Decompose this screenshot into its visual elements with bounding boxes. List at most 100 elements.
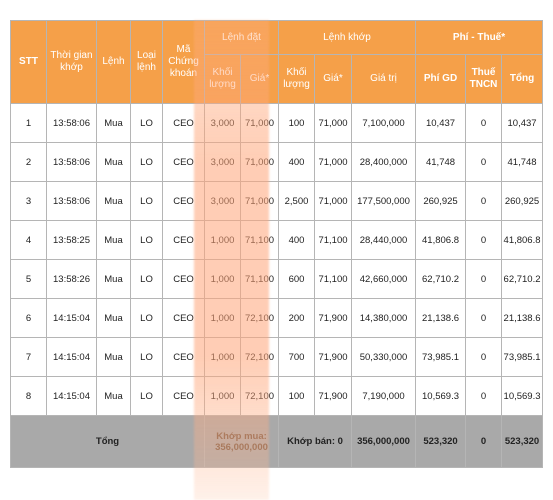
col-header-tax: Thuế TNCN: [465, 54, 503, 104]
cell-matched-price: 71,900: [314, 298, 352, 338]
cell-placed-price: 72,100: [240, 298, 279, 338]
table-row: 4 13:58:25 Mua LO CEO 1,000 71,100 400 71,100 28,…: [10, 220, 544, 260]
cell-total: 41,806.8: [501, 220, 544, 260]
table-row: 3 13:58:06 Mua LO CEO 3,000 71,000 2,500 71,000 1…: [10, 181, 544, 221]
cell-tax: 0: [465, 298, 503, 338]
cell-total: 73,985.1: [501, 337, 544, 377]
cell-tax: 0: [465, 142, 503, 182]
cell-side: Mua: [96, 181, 131, 221]
cell-time: 14:15:04: [46, 337, 97, 377]
cell-stt: 1: [10, 103, 47, 143]
cell-matched-value: 50,330,000: [350, 337, 417, 377]
cell-tax: 0: [465, 220, 503, 260]
cell-placed-qty: 1,000: [204, 220, 241, 260]
cell-order-type: LO: [130, 337, 163, 377]
col-header-order: Lệnh: [96, 20, 131, 104]
cell-side: Mua: [96, 337, 131, 377]
table-row: 8 14:15:04 Mua LO CEO 1,000 72,100 100 71,900 7,1…: [10, 376, 544, 416]
cell-matched-value: 28,400,000: [350, 142, 417, 182]
cell-order-type: LO: [130, 142, 163, 182]
group-header-fee: Phí - Thuế*: [415, 20, 544, 55]
cell-matched-qty: 400: [278, 220, 315, 260]
cell-time: 13:58:06: [46, 181, 97, 221]
cell-matched-price: 71,100: [314, 259, 352, 299]
cell-placed-qty: 1,000: [204, 376, 241, 416]
cell-code: CEO: [162, 103, 205, 143]
col-header-matched-qty: Khối lượng: [278, 54, 315, 104]
cell-placed-price: 71,100: [240, 259, 279, 299]
cell-placed-price: 71,100: [240, 220, 279, 260]
cell-matched-price: 71,000: [314, 103, 352, 143]
cell-matched-qty: 200: [278, 298, 315, 338]
col-header-time: Thời gian khớp: [46, 20, 97, 104]
cell-stt: 3: [10, 181, 47, 221]
cell-placed-qty: 1,000: [204, 259, 241, 299]
cell-fee-gd: 73,985.1: [415, 337, 467, 377]
cell-stt: 7: [10, 337, 47, 377]
cell-stt: 8: [10, 376, 47, 416]
cell-matched-value: 28,440,000: [350, 220, 417, 260]
cell-tax: 0: [465, 181, 503, 221]
cell-matched-qty: 700: [278, 337, 315, 377]
table-row: 5 13:58:26 Mua LO CEO 1,000 71,100 600 71,100 42,…: [10, 259, 544, 299]
order-table-container: STT Thời gian khớp Lệnh Loại lệnh Mã Chứ…: [10, 20, 544, 500]
col-header-code: Mã Chứng khoán: [162, 20, 205, 104]
cell-side: Mua: [96, 142, 131, 182]
cell-code: CEO: [162, 181, 205, 221]
cell-total: 21,138.6: [501, 298, 544, 338]
cell-order-type: LO: [130, 376, 163, 416]
cell-time: 13:58:25: [46, 220, 97, 260]
cell-time: 13:58:06: [46, 103, 97, 143]
cell-side: Mua: [96, 298, 131, 338]
cell-matched-qty: 100: [278, 376, 315, 416]
cell-order-type: LO: [130, 220, 163, 260]
cell-matched-value: 7,100,000: [350, 103, 417, 143]
cell-code: CEO: [162, 259, 205, 299]
cell-time: 13:58:26: [46, 259, 97, 299]
cell-time: 13:58:06: [46, 142, 97, 182]
table-row: 1 13:58:06 Mua LO CEO 3,000 71,000 100 71,000 7,1…: [10, 103, 544, 143]
cell-code: CEO: [162, 142, 205, 182]
cell-fee-gd: 41,806.8: [415, 220, 467, 260]
cell-matched-price: 71,000: [314, 181, 352, 221]
col-header-placed-qty: Khối lượng: [204, 54, 241, 104]
cell-matched-price: 71,900: [314, 376, 352, 416]
cell-matched-price: 71,000: [314, 142, 352, 182]
totals-value: 356,000,000: [350, 415, 417, 468]
cell-matched-value: 7,190,000: [350, 376, 417, 416]
cell-code: CEO: [162, 220, 205, 260]
cell-total: 41,748: [501, 142, 544, 182]
cell-matched-value: 177,500,000: [350, 181, 417, 221]
col-header-stt: STT: [10, 20, 47, 104]
cell-placed-price: 71,000: [240, 142, 279, 182]
cell-time: 14:15:04: [46, 376, 97, 416]
table-row: 2 13:58:06 Mua LO CEO 3,000 71,000 400 71,000 28,…: [10, 142, 544, 182]
cell-fee-gd: 41,748: [415, 142, 467, 182]
col-header-placed-price: Giá*: [240, 54, 279, 104]
cell-tax: 0: [465, 103, 503, 143]
cell-side: Mua: [96, 220, 131, 260]
cell-side: Mua: [96, 259, 131, 299]
col-header-matched-price: Giá*: [314, 54, 352, 104]
cell-placed-price: 71,000: [240, 181, 279, 221]
cell-matched-qty: 100: [278, 103, 315, 143]
table-body: 1 13:58:06 Mua LO CEO 3,000 71,000 100 71,000 7,1…: [10, 103, 544, 416]
cell-tax: 0: [465, 376, 503, 416]
cell-total: 10,569.3: [501, 376, 544, 416]
cell-fee-gd: 21,138.6: [415, 298, 467, 338]
cell-placed-price: 72,100: [240, 376, 279, 416]
table-row: 6 14:15:04 Mua LO CEO 1,000 72,100 200 71,900 14,…: [10, 298, 544, 338]
cell-total: 10,437: [501, 103, 544, 143]
cell-matched-qty: 600: [278, 259, 315, 299]
totals-fee: 523,320: [415, 415, 467, 468]
cell-order-type: LO: [130, 181, 163, 221]
col-header-fee-gd: Phí GD: [415, 54, 467, 104]
cell-matched-qty: 400: [278, 142, 315, 182]
cell-fee-gd: 260,925: [415, 181, 467, 221]
cell-matched-price: 71,900: [314, 337, 352, 377]
cell-matched-qty: 2,500: [278, 181, 315, 221]
col-header-matched-value: Giá trị: [350, 54, 417, 104]
cell-placed-qty: 1,000: [204, 298, 241, 338]
cell-placed-qty: 3,000: [204, 103, 241, 143]
totals-tax: 0: [465, 415, 503, 468]
